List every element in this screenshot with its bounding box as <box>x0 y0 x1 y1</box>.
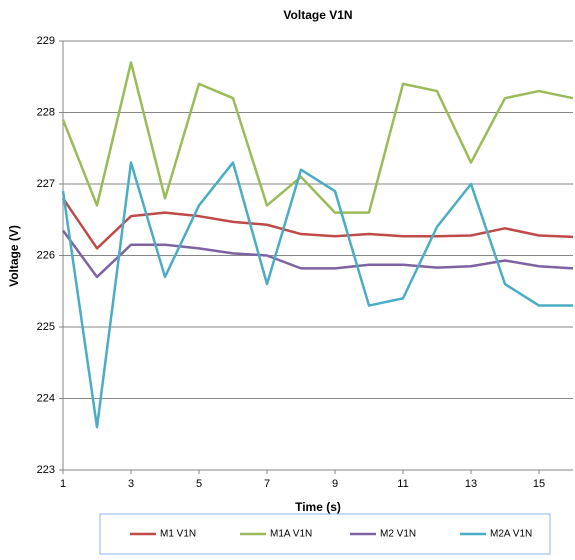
x-tick-label: 13 <box>465 478 477 490</box>
y-tick-label: 224 <box>37 392 55 404</box>
x-tick-label: 3 <box>128 478 134 490</box>
series-line <box>61 61 574 214</box>
legend-label: M2 V1N <box>380 529 416 540</box>
chart-title: Voltage V1N <box>283 8 352 22</box>
x-tick-label: 5 <box>196 478 202 490</box>
legend-box <box>99 513 551 555</box>
y-axis-label: Voltage (V) <box>7 225 21 287</box>
series-line <box>61 197 574 250</box>
x-tick-label: 11 <box>397 478 408 490</box>
x-tick-label: 9 <box>332 478 338 490</box>
legend-label: M1 V1N <box>160 529 196 540</box>
y-tick-label: 223 <box>37 464 55 476</box>
y-tick-label: 226 <box>37 249 55 261</box>
series-line <box>61 161 573 429</box>
y-tick-label: 227 <box>37 178 55 190</box>
x-axis-label: Time (s) <box>295 500 341 514</box>
legend-label: M1A V1N <box>270 529 312 540</box>
x-tick-label: 15 <box>533 478 545 490</box>
y-tick-label: 229 <box>37 35 55 47</box>
y-tick-label: 228 <box>37 106 55 118</box>
y-tick-label: 225 <box>37 321 55 333</box>
series-line <box>61 229 574 279</box>
x-tick-label: 1 <box>60 478 66 490</box>
legend-label: M2A V1N <box>490 529 532 540</box>
x-tick-label: 7 <box>264 478 270 490</box>
